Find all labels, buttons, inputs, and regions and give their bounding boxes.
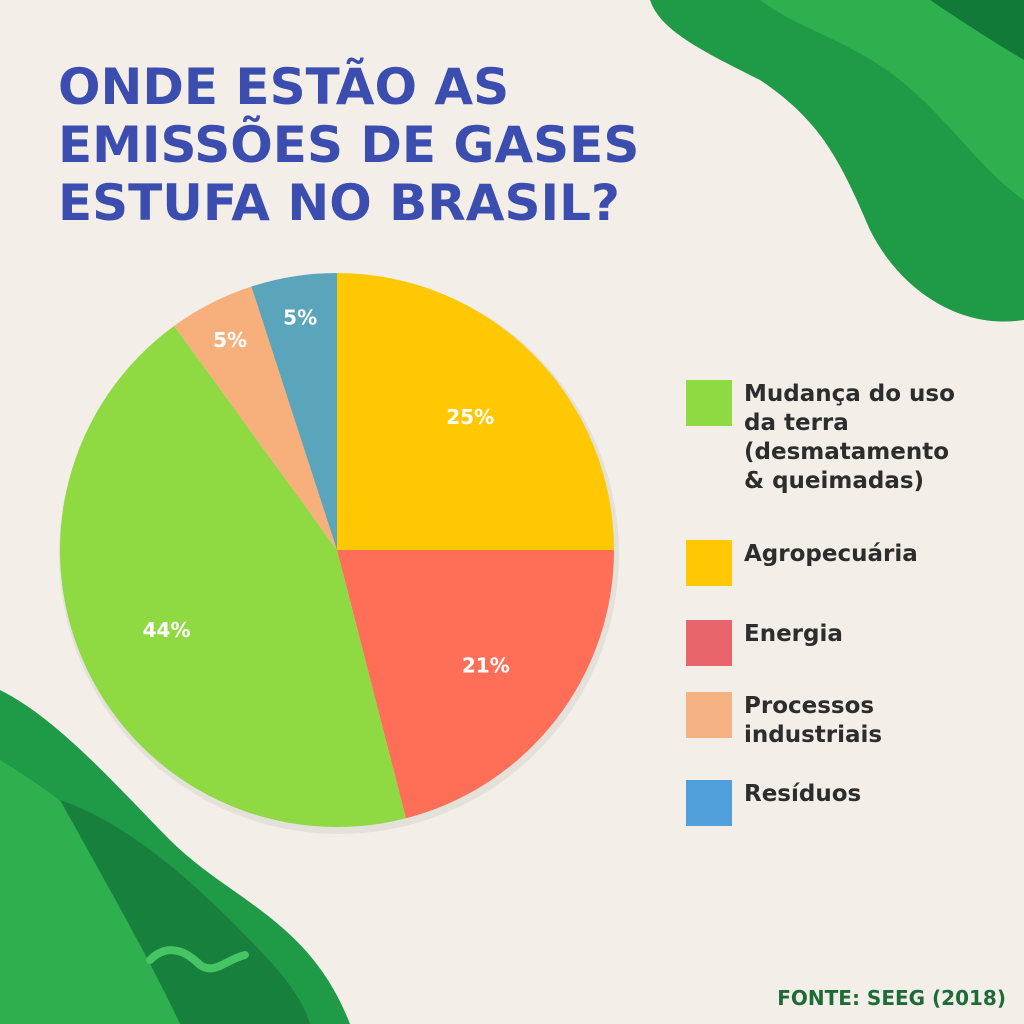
title-line-3: ESTUFA NO BRASIL?	[58, 174, 620, 232]
legend-label: Agropecuária	[744, 541, 918, 567]
legend-item: Processos industriais	[686, 692, 882, 750]
legend-swatch	[686, 692, 732, 738]
pie-slice-4	[174, 286, 337, 550]
legend-swatch	[686, 780, 732, 826]
legend-label: Energia	[744, 621, 843, 647]
legend-item: Resíduos	[686, 780, 861, 826]
pie-slice-1	[337, 273, 614, 550]
pie-slice-2	[337, 550, 614, 819]
pie-slice-3	[59, 325, 406, 828]
title-line-2: EMISSÕES DE GASES	[58, 116, 640, 174]
pie-data-label: 44%	[143, 618, 191, 642]
legend-swatch	[686, 380, 732, 426]
pie-data-label: 5%	[283, 305, 317, 329]
legend-item: Mudança do uso da terra (desmatamento & que…	[686, 380, 955, 496]
legend-label: Mudança do uso da terra (desmatamento & que…	[744, 381, 955, 494]
pie-data-label: 25%	[446, 405, 494, 429]
legend-swatch	[686, 620, 732, 666]
pie-slice-5	[251, 273, 337, 550]
legend-label: Processos industriais	[744, 693, 883, 748]
pie-data-label: 21%	[462, 653, 510, 677]
legend-item: Agropecuária	[686, 540, 918, 586]
source-note: FONTE: SEEG (2018)	[777, 986, 1006, 1010]
legend-item: Energia	[686, 620, 843, 666]
page-title: ONDE ESTÃO AS EMISSÕES DE GASES ESTUFA N…	[58, 58, 639, 232]
title-line-1: ONDE ESTÃO AS	[58, 58, 510, 116]
legend-swatch	[686, 540, 732, 586]
legend-label: Resíduos	[744, 781, 862, 807]
pie-data-label: 5%	[213, 328, 247, 352]
